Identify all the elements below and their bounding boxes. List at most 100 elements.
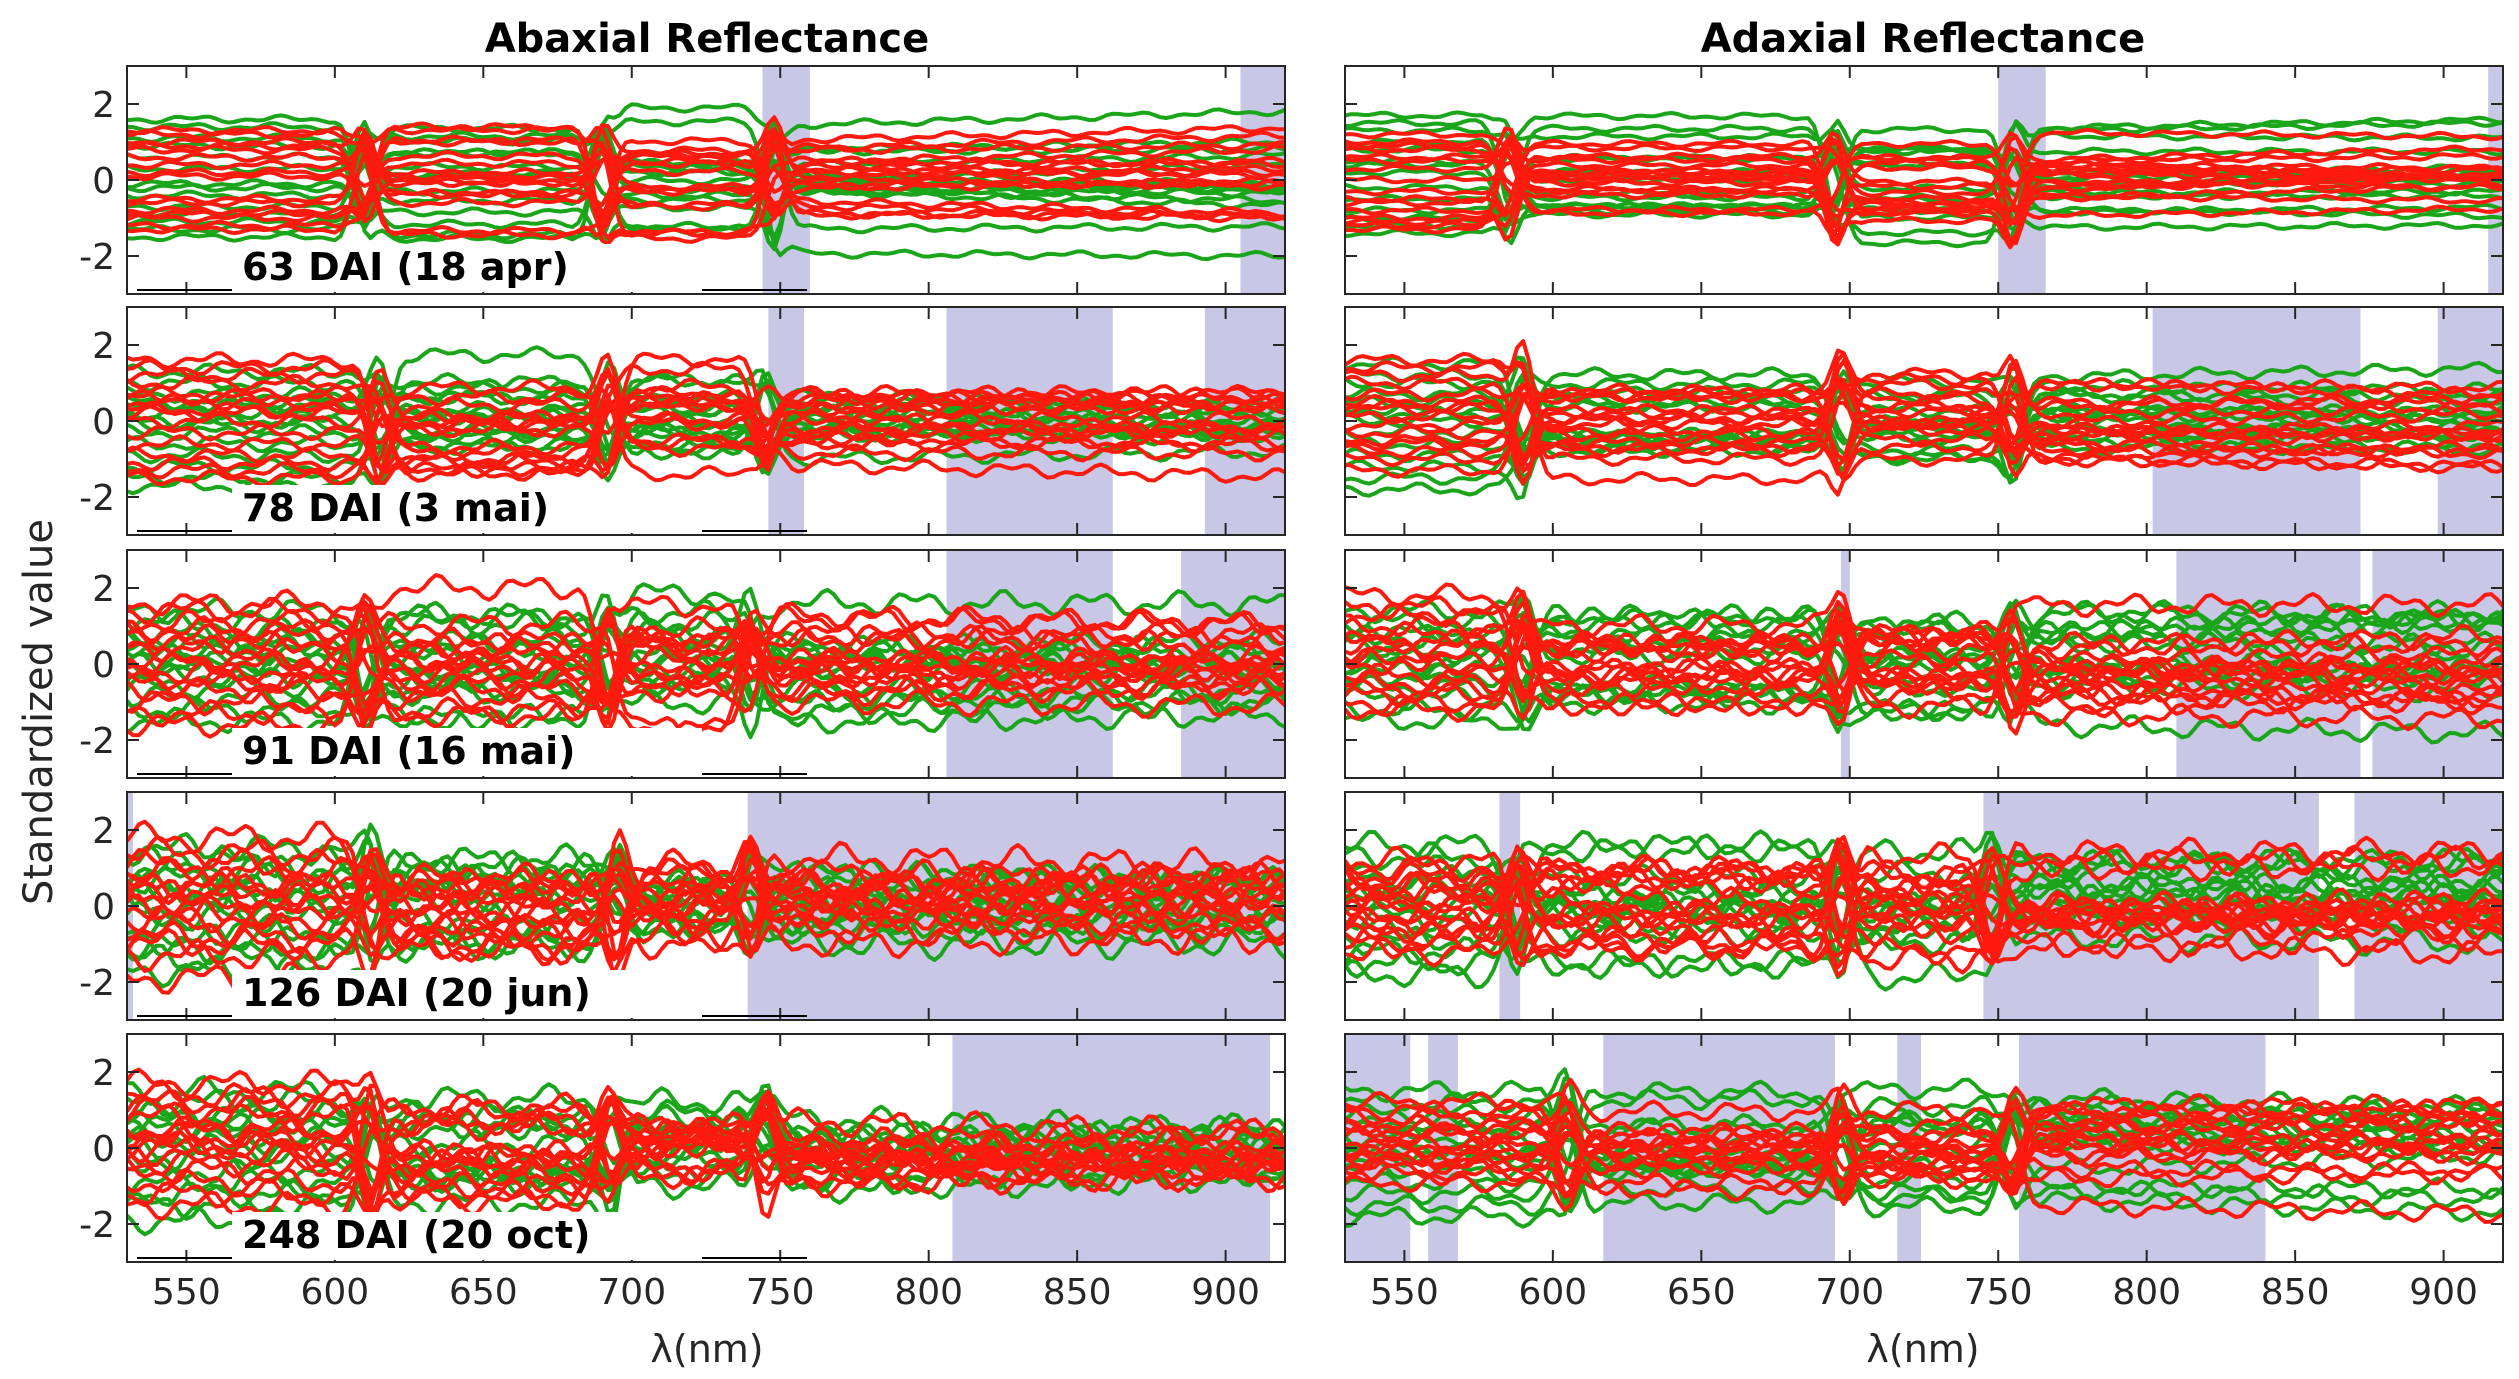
panel-r0-c0-curves [127,102,1285,262]
panel-r4-c0-infected-curve-10 [127,1083,1285,1186]
panel-r0-c0-healthy-curve-0 [127,102,1285,245]
panel-r4-c1-infected-curve-11 [1345,1093,2503,1198]
x-axis-label-left: λ(nm) [650,1327,763,1371]
panel-r1-c0-infected-curve-8 [127,398,1285,470]
panel-r3-c0-ytick-label-1: 0 [92,887,115,928]
panels-layer: -2 0 2 63 DAI (18 apr) -2 0 2 78 DAI (3 mai) -2 0… [79,65,2504,1313]
panel-r1-c0-curves [127,345,1285,496]
panel-r4-c1-healthy-curve-0 [1345,1077,2503,1210]
panel-r0-c0-infected-curve-10 [127,136,1285,246]
panel-r0-c0-ytick-label-1: 0 [92,161,115,202]
panel-r4-c0-xtick-label-6: 850 [1043,1272,1112,1313]
panel-r1-c0-infected-curve-2 [127,366,1285,479]
panel-r4-c1-infected-curve-0 [1345,1091,2503,1224]
panel-r0-c1-infected-curve-3 [1345,150,2503,238]
panel-r2-c1-infected-curve-1 [1345,595,2503,685]
panel-r4-c0-xtick-label-1: 600 [300,1272,369,1313]
panel-r3-c1-curves [1345,829,2503,992]
panel-r4-c0-xtick-label-4: 750 [746,1272,815,1313]
row-label-3: 126 DAI (20 jun) [242,971,591,1015]
panel-r3-c0-ytick-label-2: 2 [92,811,115,852]
panel-r3-c0-ytick-label-0: -2 [79,963,115,1004]
panel-r2-c0-ytick-label-1: 0 [92,645,115,686]
panel-r4-c0-xtick-label-3: 700 [597,1272,666,1313]
row-label-0: 63 DAI (18 apr) [242,245,569,289]
panel-r0-c0-ytick-label-0: -2 [79,237,115,278]
panel-r3-c0-infected-curve-15 [127,860,1285,975]
panel-r2-c1-infected-curve-9 [1345,631,2503,721]
panel-r4-c0-ytick-label-1: 0 [92,1129,115,1170]
panel-r4-c0-infected-curve-9 [127,1094,1285,1217]
panel-r0-c1-infected-curve-11 [1345,138,2503,235]
panel-r0-c0-infected-curve-13 [127,125,1285,238]
panel-r3-c1-infected-curve-12 [1345,841,2503,967]
panel-r4-c0-xtick-label-0: 550 [152,1272,221,1313]
panel-r2-c1-infected-curve-15 [1345,590,2503,736]
panel-r1-c0-infected-curve-15 [127,367,1285,449]
panel-r3-c0-infected-curve-2 [127,847,1285,967]
panel-r2-c0-ytick-label-2: 2 [92,569,115,610]
panel-r2-c1-curves [1345,582,2503,745]
panel-r1-c1-infected-curve-13 [1345,375,2503,483]
panel-r2-c0: -2 0 2 91 DAI (16 mai) [79,549,1286,779]
panel-r4-c1-xtick-label-1: 600 [1518,1272,1587,1313]
panel-r0-c1-infected-curve-13 [1345,140,2503,230]
panel-r3-c0-infected-curve-0 [127,819,1285,963]
panel-r2-c0-healthy-curve-9 [127,587,1285,725]
panel-r0-c0-label-box [232,244,702,292]
panel-r0-c1 [1344,65,2504,295]
panel-r2-c0-ytick-label-0: -2 [79,721,115,762]
panel-r3-c0-curves [127,819,1285,996]
panel-r4-c0-infected-curve-15 [127,1103,1285,1204]
row-label-4: 248 DAI (20 oct) [242,1213,591,1257]
panel-r0-c0-infected-curve-7 [127,115,1285,205]
panel-r4-c1-xtick-label-5: 800 [2112,1272,2181,1313]
panel-r0-c0-infected-curve-6 [127,144,1285,206]
panel-r4-c0-xtick-label-5: 800 [894,1272,963,1313]
panel-r3-c0-infected-curve-12 [127,852,1285,974]
panel-r4-c1-infected-curve-2 [1345,1106,2503,1191]
row-label-2: 91 DAI (16 mai) [242,729,576,773]
panel-r0-c1-infected-curve-6 [1345,131,2503,246]
panel-r0-c1-infected-curve-12 [1345,126,2503,205]
panel-r0-c1-infected-curve-9 [1345,127,2503,245]
panel-r2-c1 [1344,549,2504,779]
y-axis-label: Standardized value [16,519,62,905]
panel-r1-c1-infected-curve-15 [1345,351,2503,479]
panel-r1-c0-infected-curve-11 [127,368,1285,486]
panel-r2-c0-infected-curve-14 [127,593,1285,700]
panel-r1-c0-infected-curve-7 [127,367,1285,439]
x-axis-label-right: λ(nm) [1866,1327,1979,1371]
panel-r1-c1-infected-curve-6 [1345,377,2503,480]
panel-r1-c0-ytick-label-2: 2 [92,326,115,367]
panel-r2-c0-infected-curve-15 [127,616,1285,716]
panel-r4-c1: 550 600 650 700 750 800 850 900 [1344,1033,2504,1313]
panel-r0-c0-infected-curve-4 [127,140,1285,212]
panel-r0-c1-infected-curve-15 [1345,140,2503,239]
panel-r0-c1-curves [1345,110,2503,250]
panel-r4-c1-xtick-label-3: 700 [1815,1272,1884,1313]
panel-r4-c1-infected-curve-14 [1345,1082,2503,1194]
panel-r2-c1-infected-curve-11 [1345,592,2503,720]
panel-r3-c0-infected-curve-7 [127,840,1285,983]
row-label-1: 78 DAI (3 mai) [242,486,549,530]
panel-r1-c0-infected-curve-10 [127,384,1285,483]
panel-r0-c0-infected-curve-15 [127,126,1285,220]
panel-r4-c1-xtick-label-0: 550 [1370,1272,1439,1313]
panel-r2-c0-infected-curve-5 [127,621,1285,734]
panel-r1-c0: -2 0 2 78 DAI (3 mai) [79,306,1286,536]
panel-r1-c1-healthy-curve-10 [1345,370,2503,485]
panel-r4-c0: -2 0 2 550 600 650 700 750 800 850 900 248 DAI (20 … [79,1033,1286,1313]
panel-r3-c0: -2 0 2 126 DAI (20 jun) [79,791,1286,1021]
panel-r1-c0-infected-curve-12 [127,388,1285,480]
panel-r4-c1-xtick-label-4: 750 [1964,1272,2033,1313]
panel-r1-c1-infected-curve-14 [1345,397,2503,473]
panel-r4-c1-xtick-label-6: 850 [2261,1272,2330,1313]
panel-r0-c0-infected-curve-14 [127,128,1285,215]
panel-r2-c0-infected-curve-13 [127,594,1285,729]
panel-r4-c0-xtick-label-2: 650 [449,1272,518,1313]
panel-r4-c0-label-box [232,1212,702,1260]
panel-r2-c1-infected-curve-14 [1345,630,2503,704]
panel-r4-c0-xtick-label-7: 900 [1191,1272,1260,1313]
panel-r4-c0-infected-curve-14 [127,1116,1285,1192]
